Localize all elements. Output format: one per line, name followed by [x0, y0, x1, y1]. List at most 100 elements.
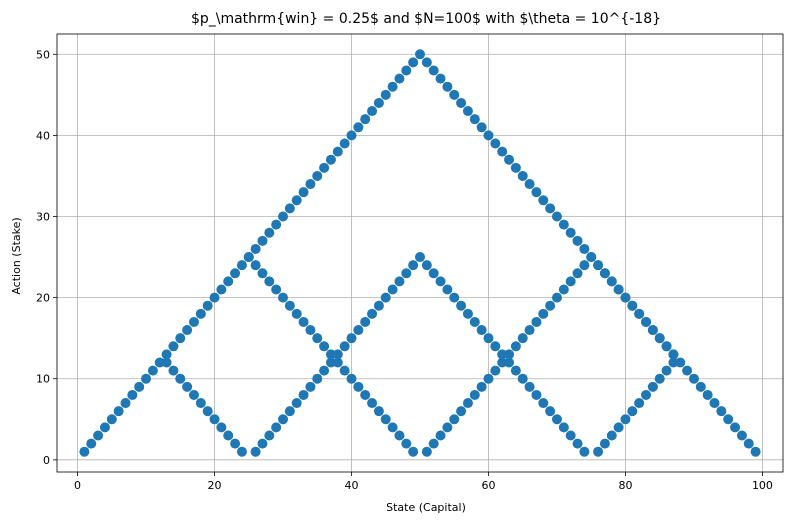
scatter-point [271, 284, 282, 295]
x-tick-label: 0 [74, 479, 81, 492]
scatter-point [216, 284, 227, 295]
scatter-point [360, 316, 371, 327]
scatter-point [497, 357, 508, 368]
scatter-point [380, 414, 391, 425]
scatter-point [620, 292, 631, 303]
scatter-point [182, 381, 193, 392]
plot-frame [56, 33, 784, 473]
scatter-point [175, 333, 186, 344]
scatter-point [565, 430, 576, 441]
scatter-point [620, 414, 631, 425]
scatter-point [730, 422, 741, 433]
scatter-point [394, 73, 405, 84]
scatter-point [113, 406, 124, 417]
scatter-point [188, 316, 199, 327]
scatter-point [462, 308, 473, 319]
scatter-point [709, 398, 720, 409]
scatter-point [250, 243, 261, 254]
scatter-point [264, 276, 275, 287]
scatter-point [373, 406, 384, 417]
scatter-point [353, 381, 364, 392]
y-tick-label: 20 [36, 292, 50, 305]
scatter-point [346, 130, 357, 141]
scatter-point [435, 430, 446, 441]
scatter-point [154, 357, 165, 368]
scatter-point [668, 357, 679, 368]
x-axis-label: State (Capital) [386, 501, 466, 514]
scatter-point [216, 422, 227, 433]
scatter-point [421, 260, 432, 271]
scatter-point [558, 422, 569, 433]
scatter-point [469, 316, 480, 327]
scatter-point [531, 187, 542, 198]
scatter-point [428, 65, 439, 76]
scatter-point [579, 260, 590, 271]
scatter-point [250, 260, 261, 271]
scatter-point [353, 122, 364, 133]
scatter-point [380, 292, 391, 303]
scatter-point [462, 398, 473, 409]
scatter-point [524, 179, 535, 190]
scatter-point [312, 333, 323, 344]
y-axis-ticks: 0 10 20 30 40 50 [36, 48, 57, 467]
scatter-point [449, 292, 460, 303]
scatter-point [565, 276, 576, 287]
scatter-point [483, 333, 494, 344]
scatter-point [517, 333, 528, 344]
scatter-point [517, 373, 528, 384]
scatter-point [106, 414, 117, 425]
scatter-point [367, 398, 378, 409]
scatter-point [319, 365, 330, 376]
scatter-point [264, 430, 275, 441]
scatter-point [551, 292, 562, 303]
scatter-point [531, 389, 542, 400]
scatter-point [565, 227, 576, 238]
scatter-point [332, 146, 343, 157]
scatter-point [264, 227, 275, 238]
scatter-point [497, 349, 508, 360]
x-tick-label: 40 [345, 479, 359, 492]
scatter-point [353, 325, 364, 336]
scatter-point [243, 252, 254, 263]
scatter-point [161, 349, 172, 360]
scatter-point [325, 349, 336, 360]
scatter-point [593, 446, 604, 457]
scatter-point [599, 268, 610, 279]
y-tick-label: 50 [36, 48, 50, 61]
scatter-point [442, 422, 453, 433]
scatter-point [456, 406, 467, 417]
scatter-point [202, 300, 213, 311]
scatter-point [572, 268, 583, 279]
scatter-point [230, 438, 241, 449]
scatter-point [586, 252, 597, 263]
scatter-point [134, 381, 145, 392]
scatter-point [278, 211, 289, 222]
x-tick-label: 80 [618, 479, 632, 492]
scatter-point [188, 389, 199, 400]
scatter-point [435, 73, 446, 84]
scatter-point [545, 300, 556, 311]
scatter-point [394, 276, 405, 287]
y-tick-label: 30 [36, 211, 50, 224]
scatter-point [716, 406, 727, 417]
y-tick-label: 10 [36, 373, 50, 386]
scatter-point [483, 130, 494, 141]
scatter-point [490, 341, 501, 352]
scatter-point [743, 438, 754, 449]
scatter-point [524, 381, 535, 392]
scatter-point [305, 325, 316, 336]
scatter-point [250, 446, 261, 457]
scatter-point [257, 235, 268, 246]
scatter-point [93, 430, 104, 441]
scatter-point [702, 389, 713, 400]
scatter-point [504, 154, 515, 165]
scatter-point [476, 381, 487, 392]
x-tick-label: 100 [752, 479, 773, 492]
scatter-point [504, 357, 515, 368]
y-tick-label: 40 [36, 129, 50, 142]
scatter-point [599, 438, 610, 449]
scatter-point [490, 138, 501, 149]
scatter-point [538, 398, 549, 409]
scatter-point [634, 308, 645, 319]
scatter-point [86, 438, 97, 449]
